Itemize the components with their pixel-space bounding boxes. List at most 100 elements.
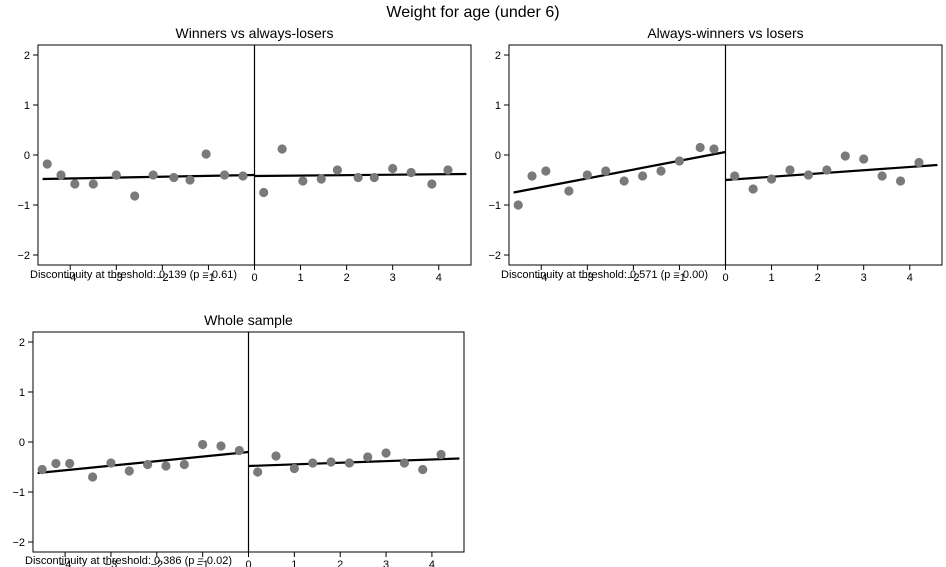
data-point	[316, 174, 326, 184]
data-point	[674, 156, 685, 166]
x-tick-label: −4	[59, 559, 72, 567]
y-tick-label: −2	[12, 537, 25, 549]
data-point	[238, 171, 248, 181]
panel-title: Winners vs always-losers	[176, 25, 334, 41]
data-point	[406, 167, 416, 178]
x-tick-label: −3	[581, 272, 594, 284]
y-tick-label: −1	[17, 200, 30, 212]
x-tick-label: 4	[907, 272, 913, 284]
data-point	[56, 170, 66, 180]
data-point	[130, 191, 140, 201]
x-tick-label: 4	[436, 272, 442, 284]
data-point	[42, 159, 52, 169]
y-tick-label: 2	[495, 50, 501, 62]
discontinuity-note: Discontinuity at threshold: 0.386 (p = 0…	[25, 555, 232, 567]
panel-title: Always-winners vs losers	[647, 25, 803, 41]
data-point	[564, 186, 574, 196]
x-tick-label: −2	[151, 559, 164, 567]
data-point	[234, 445, 244, 456]
data-point	[637, 171, 648, 181]
x-tick-label: 2	[815, 272, 821, 284]
data-point	[427, 179, 437, 189]
x-tick-label: −2	[156, 272, 169, 284]
y-tick-label: −2	[17, 250, 30, 262]
x-tick-label: −4	[535, 272, 548, 284]
x-tick-label: 0	[251, 272, 257, 284]
x-tick-label: 4	[429, 559, 435, 567]
x-tick-label: −3	[105, 559, 118, 567]
data-point	[803, 170, 814, 180]
x-tick-label: −2	[627, 272, 640, 284]
y-tick-label: −1	[12, 487, 25, 499]
x-tick-label: −1	[202, 272, 215, 284]
data-point	[730, 171, 740, 181]
data-point	[148, 170, 158, 180]
x-tick-label: −4	[64, 272, 77, 284]
data-point	[709, 144, 719, 154]
data-point	[822, 165, 832, 175]
x-tick-label: 1	[291, 559, 297, 567]
data-point	[527, 171, 537, 181]
y-tick-label: 1	[24, 100, 30, 112]
y-tick-label: −2	[488, 250, 501, 262]
data-point	[748, 184, 758, 194]
x-tick-label: −1	[196, 559, 209, 567]
data-point	[326, 457, 336, 467]
y-tick-label: 0	[495, 150, 501, 162]
data-point	[369, 172, 379, 183]
data-point	[513, 200, 523, 210]
data-point	[695, 142, 705, 153]
x-tick-label: 2	[337, 559, 343, 567]
x-tick-label: 1	[298, 272, 304, 284]
data-point	[766, 174, 777, 184]
data-point	[179, 459, 189, 470]
chart-panel-whole-sample: Whole sample −2 −1 0 1 2 −4 −3 −2 −1 0 1 2 3 4 Disconti…	[12, 312, 465, 567]
data-point	[541, 166, 551, 176]
data-point	[51, 458, 61, 469]
x-tick-label: 0	[245, 559, 251, 567]
data-point	[201, 149, 211, 159]
data-point	[65, 458, 75, 469]
data-point	[111, 170, 121, 180]
x-tick-label: −1	[673, 272, 686, 284]
chart-panel-winners-vs-always-losers: Winners vs always-losers −2 −1 0 1 2 −4 −3 −2 −1 0…	[17, 25, 472, 284]
data-point	[70, 179, 80, 189]
x-tick-label: 0	[722, 272, 728, 284]
fit-line	[42, 173, 255, 181]
data-point	[443, 165, 453, 175]
data-point	[308, 458, 318, 468]
data-point	[253, 467, 263, 477]
data-point	[259, 187, 269, 198]
data-point	[185, 175, 195, 185]
data-point	[124, 466, 134, 476]
y-tick-label: 2	[24, 50, 30, 62]
y-tick-label: 1	[19, 387, 25, 399]
x-tick-label: 3	[390, 272, 396, 284]
data-point	[840, 151, 850, 161]
data-point	[271, 451, 281, 461]
fit-line	[513, 150, 726, 194]
data-point	[601, 166, 611, 176]
data-point	[298, 176, 308, 186]
data-point	[353, 172, 363, 183]
x-tick-label: 3	[383, 559, 389, 567]
y-tick-label: 0	[24, 150, 30, 162]
fit-line	[37, 450, 249, 475]
data-point	[106, 458, 116, 468]
x-tick-label: −3	[110, 272, 123, 284]
discontinuity-note: Discontinuity at threshold: 0.139 (p = 0…	[30, 269, 237, 281]
data-point	[436, 449, 446, 460]
y-tick-label: 0	[19, 437, 25, 449]
y-tick-label: 1	[495, 100, 501, 112]
panel-title: Whole sample	[204, 312, 293, 328]
data-point	[219, 170, 230, 180]
figure-title: Weight for age (under 6)	[386, 4, 560, 21]
data-point	[169, 172, 179, 183]
data-point	[332, 165, 343, 175]
data-point	[289, 463, 299, 474]
y-tick-label: −1	[488, 200, 501, 212]
data-point	[198, 439, 208, 450]
data-point	[914, 157, 924, 168]
data-point	[277, 144, 287, 154]
data-point	[418, 464, 428, 475]
